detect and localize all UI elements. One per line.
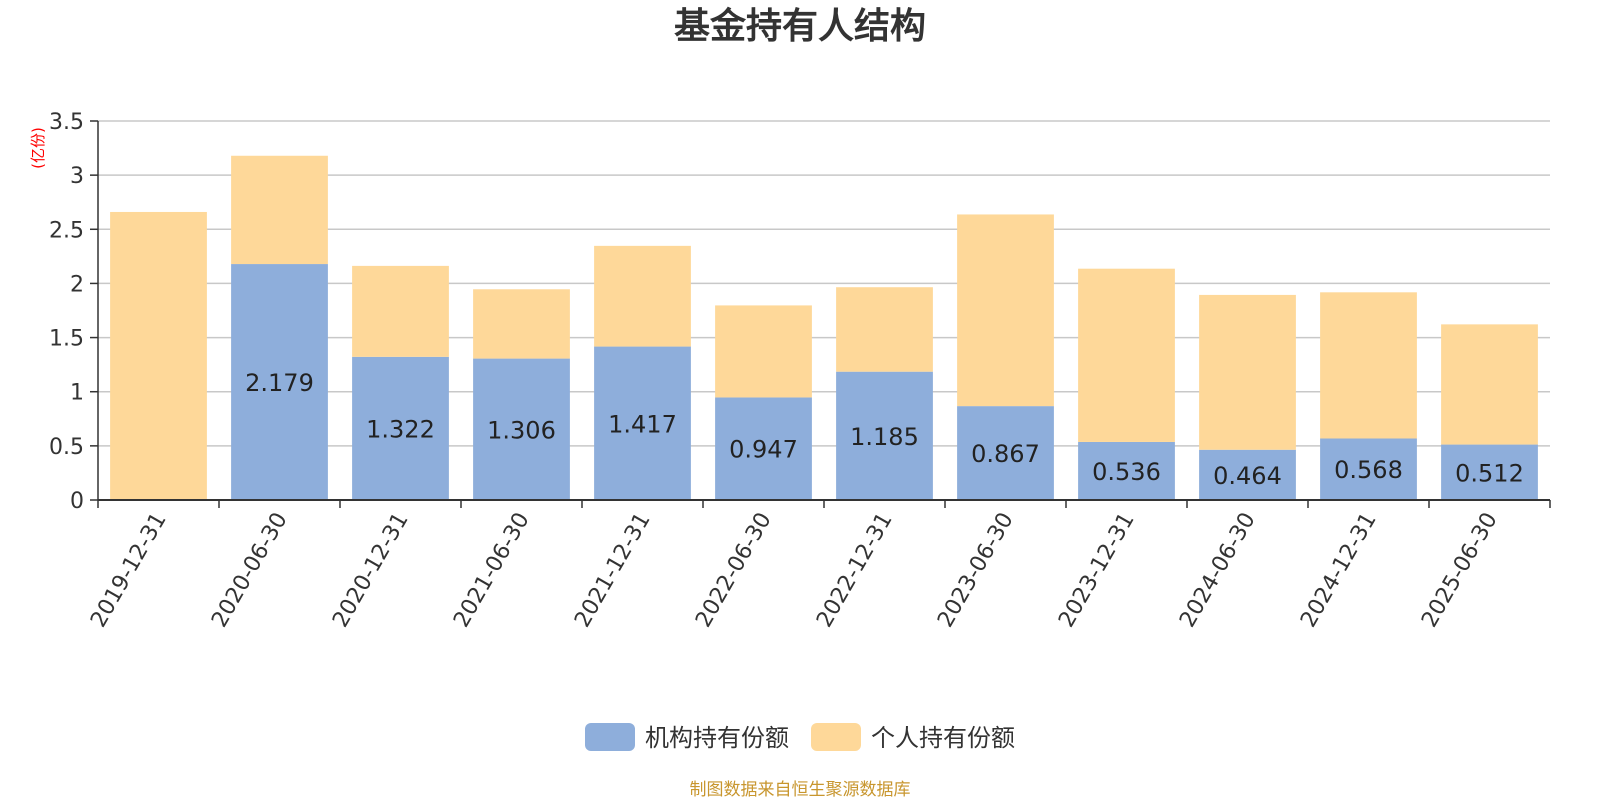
y-tick-label: 1.5 <box>49 327 84 352</box>
x-tick-label: 2024-12-31 <box>1296 509 1382 632</box>
x-tick-label: 2025-06-30 <box>1417 509 1503 632</box>
legend-item[interactable]: 个人持有份额 <box>811 723 1015 752</box>
y-tick-label: 0.5 <box>49 435 84 460</box>
bar-individual[interactable] <box>715 305 812 398</box>
legend-swatch <box>585 723 635 751</box>
chart-title: 基金持有人结构 <box>673 6 926 47</box>
y-axis-label: (亿份) <box>29 127 47 169</box>
data-label: 0.947 <box>729 436 798 464</box>
legend-item[interactable]: 机构持有份额 <box>585 723 789 752</box>
y-tick-label: 3.5 <box>49 110 84 135</box>
bars <box>110 155 1538 500</box>
x-tick-label: 2022-12-31 <box>812 509 898 632</box>
legend[interactable]: 机构持有份额 个人持有份额 <box>585 723 1015 752</box>
bar-institutional[interactable] <box>1078 441 1175 500</box>
data-label: 1.417 <box>608 410 677 438</box>
bar-individual[interactable] <box>231 155 328 265</box>
bar-institutional[interactable] <box>957 406 1054 500</box>
data-label: 0.512 <box>1455 459 1524 487</box>
y-tick-label: 1 <box>70 381 84 406</box>
bar-individual[interactable] <box>594 245 691 347</box>
bar-individual[interactable] <box>1199 294 1296 450</box>
data-label: 0.568 <box>1334 456 1403 484</box>
x-tick-label: 2024-06-30 <box>1175 509 1261 632</box>
data-label: 0.464 <box>1213 462 1282 490</box>
data-label: 0.536 <box>1092 458 1161 486</box>
bar-individual[interactable] <box>1078 268 1175 442</box>
bar-institutional[interactable] <box>473 358 570 500</box>
x-tick-label: 2021-12-31 <box>570 509 656 632</box>
data-label: 1.322 <box>366 415 435 443</box>
data-label: 1.185 <box>850 423 919 451</box>
bar-individual[interactable] <box>1320 292 1417 439</box>
x-tick-label: 2023-06-30 <box>933 509 1019 632</box>
bar-individual[interactable] <box>352 265 449 357</box>
bar-individual[interactable] <box>473 289 570 359</box>
bar-individual[interactable] <box>957 214 1054 407</box>
y-tick-label: 3 <box>70 164 84 189</box>
bar-individual[interactable] <box>836 287 933 372</box>
x-tick-label: 2019-12-31 <box>86 509 172 632</box>
grid-lines <box>98 120 1550 447</box>
source-note: 制图数据来自恒生聚源数据库 <box>689 780 911 800</box>
bar-institutional[interactable] <box>715 397 812 500</box>
y-tick-label: 2.5 <box>49 218 84 243</box>
x-tick-label: 2022-06-30 <box>691 509 777 632</box>
bar-individual[interactable] <box>1441 324 1538 445</box>
bar-institutional[interactable] <box>231 264 328 500</box>
x-tick-label: 2020-12-31 <box>328 509 414 632</box>
data-label: 2.179 <box>245 369 314 397</box>
bar-institutional[interactable] <box>836 371 933 500</box>
legend-swatch <box>811 723 861 751</box>
x-tick-label: 2021-06-30 <box>449 509 535 632</box>
data-label: 0.867 <box>971 440 1040 468</box>
bar-institutional[interactable] <box>1199 449 1296 500</box>
bar-institutional[interactable] <box>594 346 691 500</box>
data-label: 1.306 <box>487 416 556 444</box>
legend-label: 个人持有份额 <box>871 724 1015 752</box>
bar-institutional[interactable] <box>352 356 449 500</box>
y-tick-label: 0 <box>70 489 84 514</box>
bar-institutional[interactable] <box>1320 438 1417 500</box>
x-tick-label: 2023-12-31 <box>1054 509 1140 632</box>
bar-individual[interactable] <box>110 211 207 500</box>
data-labels: 2.179 1.322 1.306 1.417 0.947 1.185 0.867 0.536… <box>245 369 1524 490</box>
legend-label: 机构持有份额 <box>645 724 789 752</box>
x-tick-label: 2020-06-30 <box>207 509 293 632</box>
y-tick-label: 2 <box>70 272 84 297</box>
bar-institutional[interactable] <box>1441 444 1538 500</box>
